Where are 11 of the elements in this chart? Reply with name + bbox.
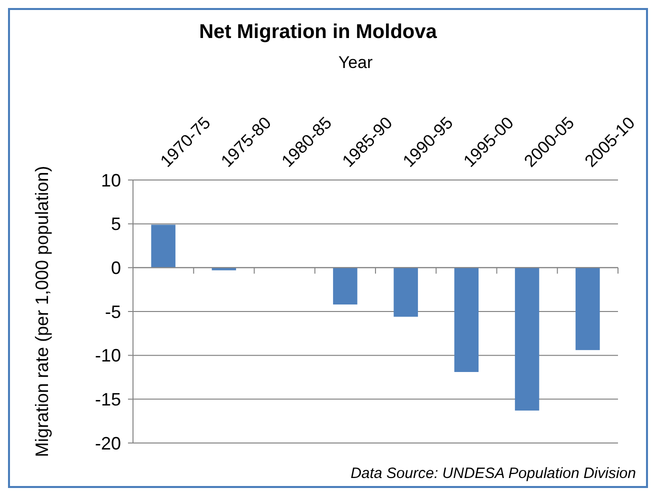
x-axis-title: Year (338, 53, 374, 72)
source-note: Data Source: UNDESA Population Division (350, 465, 636, 482)
y-tick-label: 10 (100, 170, 121, 190)
y-tick-label: -5 (104, 302, 121, 322)
y-tick-label: 0 (110, 258, 121, 278)
y-axis-title: Migration rate (per 1,000 population) (32, 166, 52, 458)
y-tick-label: -15 (94, 389, 121, 410)
y-tick-label: -10 (94, 346, 121, 366)
y-tick-label: 5 (110, 214, 121, 234)
chart-title: Net Migration in Moldova (199, 21, 438, 43)
y-tick-label: -20 (94, 433, 121, 454)
